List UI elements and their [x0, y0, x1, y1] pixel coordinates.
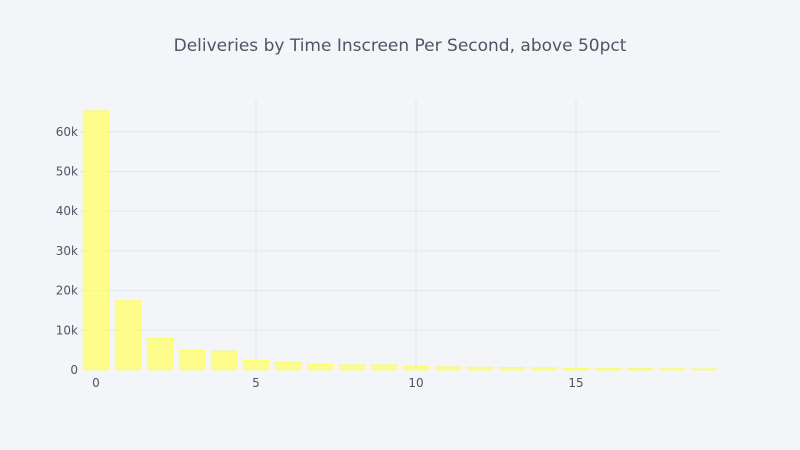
bar[interactable] [114, 300, 142, 371]
bar[interactable] [498, 366, 526, 371]
bar[interactable] [562, 367, 590, 371]
y-tick-label: 10k [56, 323, 78, 337]
bar[interactable] [690, 368, 718, 371]
x-tick-label: 5 [252, 376, 260, 390]
bar[interactable] [626, 367, 654, 371]
bar[interactable] [594, 367, 622, 371]
bars-layer [82, 110, 718, 371]
y-tick-label: 50k [56, 164, 78, 178]
y-tick-label: 20k [56, 284, 78, 298]
x-tick-label: 0 [92, 376, 100, 390]
bar[interactable] [274, 361, 302, 371]
bar[interactable] [370, 364, 398, 371]
bar[interactable] [658, 368, 686, 371]
bar[interactable] [434, 366, 462, 371]
bar[interactable] [82, 110, 110, 371]
bar[interactable] [210, 350, 238, 371]
bar[interactable] [146, 337, 174, 371]
bar[interactable] [530, 367, 558, 371]
x-tick-label: 10 [408, 376, 423, 390]
bar[interactable] [178, 349, 206, 371]
grid-layer [80, 100, 720, 370]
bar[interactable] [306, 363, 334, 371]
bar[interactable] [466, 366, 494, 371]
chart-title: Deliveries by Time Inscreen Per Second, … [174, 36, 627, 56]
y-tick-label: 40k [56, 204, 78, 218]
bar[interactable] [402, 365, 430, 371]
y-tick-label: 30k [56, 244, 78, 258]
x-axis-ticks: 0 5 10 15 [92, 376, 583, 390]
y-tick-label: 60k [56, 125, 78, 139]
x-tick-label: 15 [568, 376, 583, 390]
bar[interactable] [338, 364, 366, 371]
y-axis-ticks: 0 10k 20k 30k 40k 50k 60k [56, 125, 78, 377]
y-tick-label: 0 [70, 363, 78, 377]
bar[interactable] [242, 359, 270, 371]
